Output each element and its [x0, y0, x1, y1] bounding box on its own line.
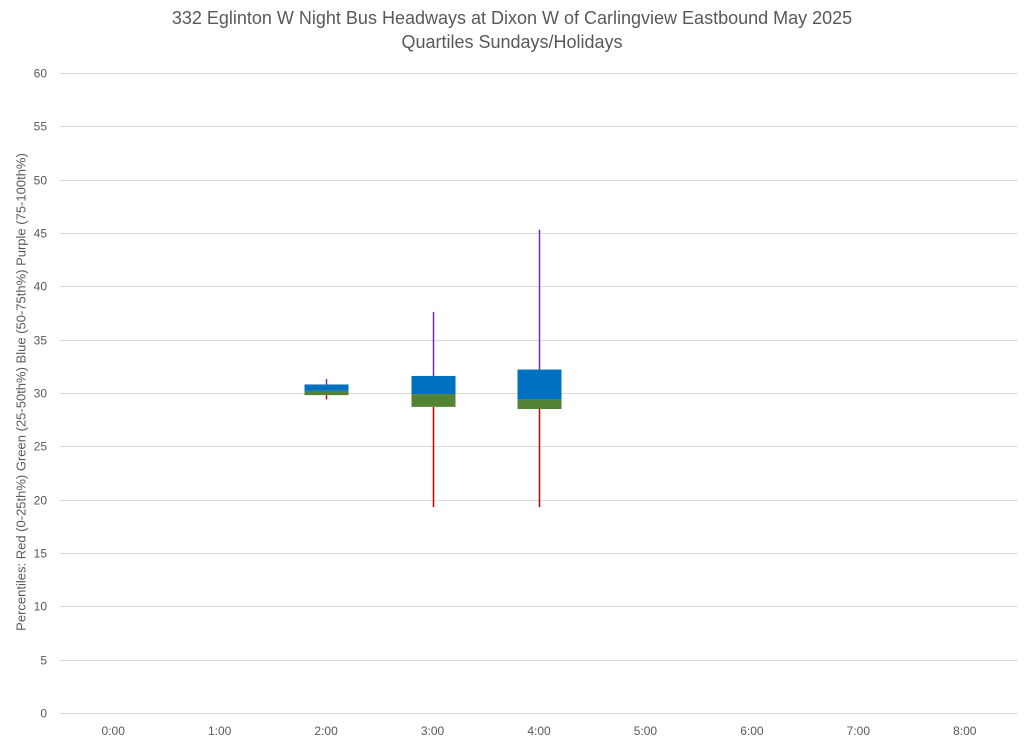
box-upper-half-2-00 — [304, 384, 349, 391]
x-tick-label-8-00: 8:00 — [953, 724, 977, 738]
y-tick-label-5: 5 — [40, 654, 47, 668]
x-tick-label-6-00: 6:00 — [740, 724, 764, 738]
x-tick-label-3-00: 3:00 — [421, 724, 445, 738]
x-tick-label-4-00: 4:00 — [527, 724, 551, 738]
y-tick-label-10: 10 — [34, 600, 48, 614]
x-tick-label-0-00: 0:00 — [102, 724, 126, 738]
y-tick-label-15: 15 — [34, 547, 48, 561]
chart-title-line-2: Quartiles Sundays/Holidays — [401, 32, 623, 52]
box-upper-half-3-00 — [411, 375, 456, 395]
y-tick-label-25: 25 — [34, 440, 48, 454]
y-tick-label-60: 60 — [34, 67, 48, 81]
box-lower-half-3-00 — [411, 394, 456, 407]
y-tick-label-45: 45 — [34, 227, 48, 241]
box-4-00 — [517, 229, 562, 508]
box-lower-half-4-00 — [517, 399, 562, 409]
y-tick-label-40: 40 — [34, 280, 48, 294]
chart-title: 332 Eglinton W Night Bus Headways at Dix… — [0, 6, 1024, 54]
y-tick-label-20: 20 — [34, 494, 48, 508]
x-tick-label-1-00: 1:00 — [208, 724, 232, 738]
y-tick-label-55: 55 — [34, 120, 48, 134]
x-tick-label-7-00: 7:00 — [847, 724, 871, 738]
x-axis-ticks: 0:00 1:00 2:00 3:00 4:00 5:00 6:00 7:00 8:00 — [102, 724, 977, 738]
box-upper-half-4-00 — [517, 369, 562, 400]
box-3-00 — [411, 311, 456, 508]
x-tick-label-2-00: 2:00 — [314, 724, 338, 738]
box-2-00 — [304, 379, 349, 400]
chart-title-line-1: 332 Eglinton W Night Bus Headways at Dix… — [171, 8, 853, 28]
y-tick-label-35: 35 — [34, 334, 48, 348]
box-lower-half-2-00 — [304, 390, 349, 396]
y-tick-label-50: 50 — [34, 174, 48, 188]
y-axis-ticks: 0 5 10 15 20 25 30 35 40 45 50 55 60 — [34, 67, 48, 721]
x-tick-label-5-00: 5:00 — [634, 724, 658, 738]
y-tick-label-30: 30 — [34, 387, 48, 401]
y-tick-label-0: 0 — [40, 707, 47, 721]
box-series — [304, 229, 562, 508]
